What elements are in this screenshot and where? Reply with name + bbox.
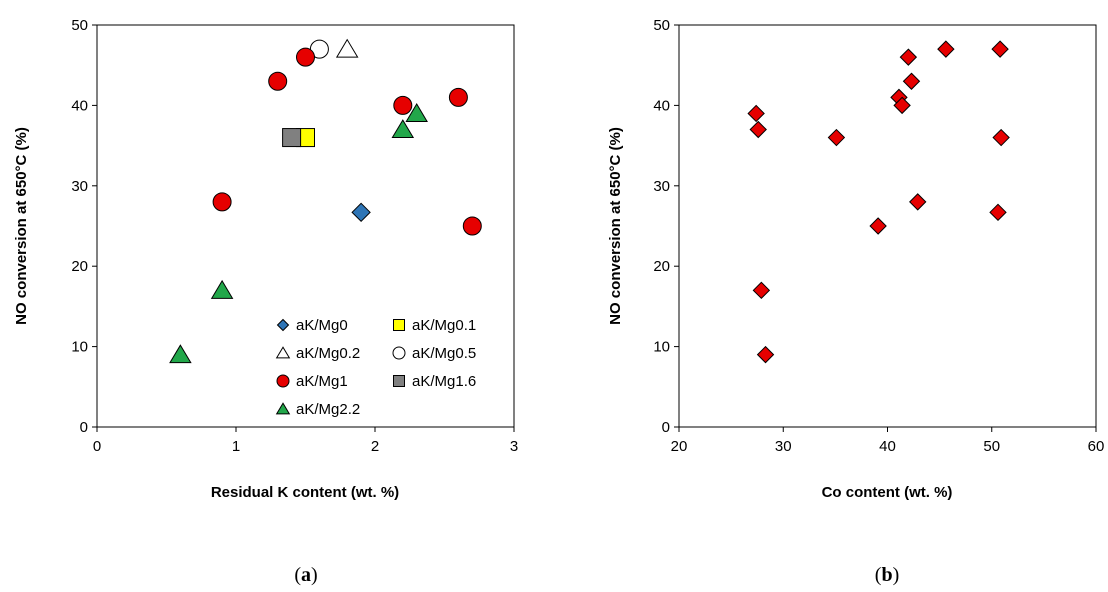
chart-b-x-tick-label: 60	[1088, 438, 1105, 455]
legend-marker-ak-mg0	[278, 320, 289, 331]
data-point-ak-mg1	[463, 217, 481, 235]
chart-a-y-tick-label: 30	[71, 178, 88, 195]
data-point	[910, 194, 926, 210]
chart-b-x-tick-label: 40	[879, 438, 896, 455]
data-point	[870, 218, 886, 234]
data-point	[990, 204, 1006, 220]
chart-a-x-tick-label: 3	[510, 438, 518, 455]
chart-a-x-axis-label: Residual K content (wt. %)	[211, 484, 399, 501]
legend-marker-ak-mg0.2	[277, 347, 290, 358]
data-point-ak-mg1	[213, 193, 231, 211]
data-point-ak-mg0.2	[337, 40, 358, 57]
data-point	[903, 73, 919, 89]
data-point-ak-mg1	[297, 48, 315, 66]
chart-b-x-axis-label: Co content (wt. %)	[822, 484, 953, 501]
data-point	[938, 41, 954, 57]
chart-a-x-tick-label: 0	[93, 438, 101, 455]
chart-b-y-axis-label: NO conversion at 650°C (%)	[607, 127, 624, 325]
chart-b-x-axis: 20 30 40 50 60	[671, 427, 1105, 455]
legend-marker-ak-mg0.1	[394, 320, 405, 331]
chart-b-y-tick-label: 20	[653, 258, 670, 275]
chart-b-x-tick-label: 50	[983, 438, 1000, 455]
chart-a-x-tick-label: 2	[371, 438, 379, 455]
chart-a-y-tick-label: 20	[71, 258, 88, 275]
data-point-ak-mg2.2	[392, 120, 413, 137]
data-point-ak-mg1	[394, 96, 412, 114]
legend-marker-ak-mg0.5	[393, 347, 405, 359]
legend-label: aK/Mg0.2	[296, 345, 360, 362]
chart-b-x-tick-label: 30	[775, 438, 792, 455]
legend-label: aK/Mg0.1	[412, 317, 476, 334]
chart-b: 0 10 20 30 40 50 20 30 40 50 60 Co content (wt. %…	[607, 17, 1104, 501]
data-point-ak-mg1	[269, 72, 287, 90]
data-point	[750, 122, 766, 138]
chart-a-plot-area	[97, 25, 514, 427]
chart-a-x-tick-label: 1	[232, 438, 240, 455]
chart-a-x-axis: 0 1 2 3	[93, 427, 518, 455]
data-point	[753, 282, 769, 298]
chart-b-y-axis: 0 10 20 30 40 50	[653, 17, 679, 436]
legend-label: aK/Mg2.2	[296, 401, 360, 418]
chart-a-points	[170, 40, 481, 363]
caption-b: (b)	[875, 564, 899, 586]
chart-a-y-tick-label: 10	[71, 339, 88, 356]
data-point	[828, 130, 844, 146]
data-point	[900, 49, 916, 65]
chart-b-y-tick-label: 50	[653, 17, 670, 34]
chart-b-y-tick-label: 0	[662, 419, 670, 436]
chart-a-y-tick-label: 0	[80, 419, 88, 436]
legend-label: aK/Mg1	[296, 373, 348, 390]
chart-a-y-tick-label: 50	[71, 17, 88, 34]
chart-a-y-axis: 0 10 20 30 40 50	[71, 17, 97, 436]
data-point-ak-mg2.2	[212, 281, 233, 298]
legend-marker-ak-mg1.6	[394, 376, 405, 387]
data-point-ak-mg1.6	[283, 129, 301, 147]
caption-a: (a)	[294, 564, 317, 586]
chart-b-y-tick-label: 30	[653, 178, 670, 195]
chart-b-points	[748, 41, 1009, 363]
legend-marker-ak-mg2.2	[277, 403, 290, 414]
legend-label: aK/Mg0	[296, 317, 348, 334]
data-point	[758, 347, 774, 363]
chart-b-y-tick-label: 40	[653, 97, 670, 114]
data-point	[992, 41, 1008, 57]
chart-b-y-tick-label: 10	[653, 339, 670, 356]
data-point-ak-mg1	[449, 88, 467, 106]
data-point	[748, 105, 764, 121]
data-point-ak-mg2.2	[170, 345, 191, 362]
chart-b-plot-area	[679, 25, 1096, 427]
chart-a-y-tick-label: 40	[71, 97, 88, 114]
chart-a-legend: aK/Mg0 aK/Mg0.1 aK/Mg0.2 aK/Mg0.5 aK/Mg1 aK/M…	[277, 317, 477, 418]
data-point-ak-mg0	[352, 203, 370, 221]
legend-marker-ak-mg1	[277, 375, 289, 387]
chart-b-x-tick-label: 20	[671, 438, 688, 455]
chart-a: 0 10 20 30 40 50 0 1 2 3 Residual K content (wt.…	[13, 17, 518, 501]
legend-label: aK/Mg1.6	[412, 373, 476, 390]
legend-label: aK/Mg0.5	[412, 345, 476, 362]
data-point	[993, 130, 1009, 146]
chart-a-y-axis-label: NO conversion at 650°C (%)	[13, 127, 30, 325]
